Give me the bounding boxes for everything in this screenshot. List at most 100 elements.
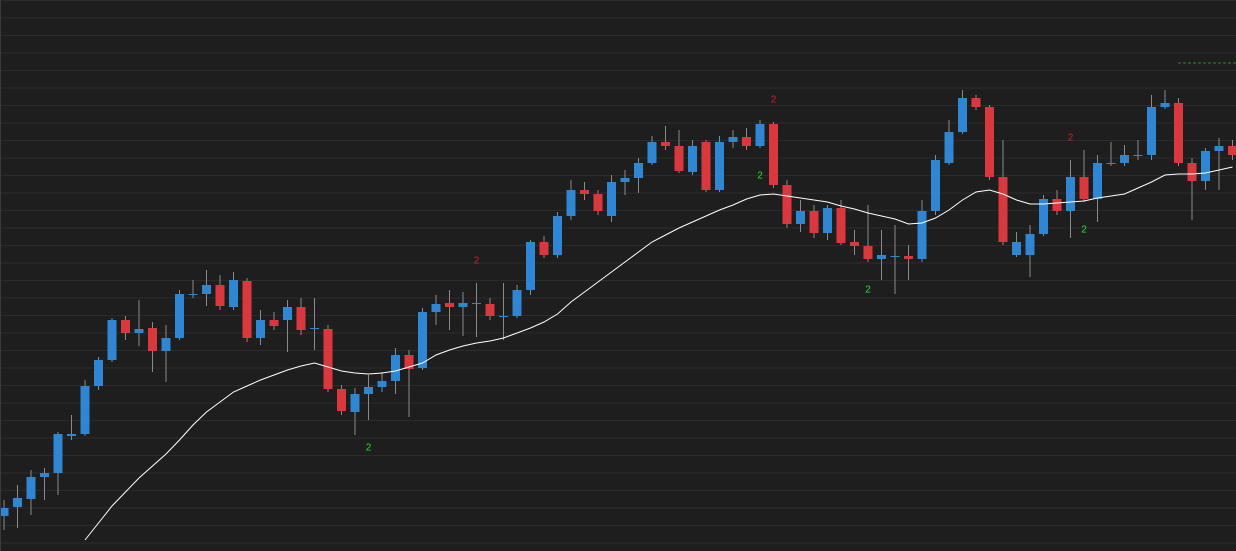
candle-body <box>485 304 495 316</box>
candle-body <box>310 328 319 329</box>
candle-body <box>877 255 886 259</box>
candle-body <box>175 294 184 338</box>
candle-body <box>580 190 589 194</box>
signal-label: 2 <box>771 95 777 106</box>
candle-body <box>620 178 630 182</box>
candle-body <box>1106 163 1116 164</box>
candle-body <box>728 137 738 142</box>
candle-body <box>593 194 603 211</box>
candle-body <box>904 256 913 259</box>
candle-body <box>242 281 252 338</box>
candle-body <box>391 355 400 381</box>
candle-body <box>134 329 144 333</box>
candle-body <box>769 124 778 185</box>
candle-body <box>53 434 63 473</box>
candle-body <box>1012 242 1021 255</box>
candle-body <box>404 355 414 369</box>
candle-body <box>1228 146 1236 155</box>
candle-body <box>121 320 130 333</box>
candle-body <box>13 498 22 507</box>
candle-body <box>40 473 49 477</box>
candle-body <box>283 307 292 320</box>
signal-label: 2 <box>1081 225 1087 236</box>
candle-body <box>836 208 846 243</box>
candle-body <box>1133 155 1143 156</box>
candle-body <box>809 211 819 233</box>
candle-body <box>1201 151 1210 181</box>
candle-body <box>202 285 211 294</box>
candle-body <box>1187 163 1197 181</box>
candle-body <box>1 508 9 516</box>
candle-body <box>998 177 1008 242</box>
candle-body <box>215 285 225 306</box>
candle-body <box>148 328 157 351</box>
candle-body <box>364 387 373 394</box>
candle-body <box>94 360 103 386</box>
candle-body <box>688 146 697 172</box>
candle-body <box>1214 146 1224 151</box>
candle-body <box>229 280 238 307</box>
candle-body <box>890 256 900 257</box>
candle-body <box>1039 199 1048 234</box>
signal-label: 2 <box>1068 133 1074 144</box>
candle-body <box>526 242 535 290</box>
signal-label: 2 <box>757 171 763 182</box>
candle-body <box>553 216 562 255</box>
signal-label: 2 <box>865 285 871 296</box>
candle-body <box>269 320 279 326</box>
candle-body <box>26 477 36 499</box>
candle-body <box>323 329 333 389</box>
candle-body <box>985 107 994 177</box>
candle-body <box>1160 103 1170 107</box>
candle-body <box>1120 155 1129 163</box>
candle-body <box>647 142 657 163</box>
candle-body <box>350 394 360 412</box>
candle-body <box>958 98 967 132</box>
candle-body <box>823 208 832 233</box>
candle-body <box>499 316 508 317</box>
candle-body <box>1079 177 1089 199</box>
candle-body <box>742 137 751 146</box>
candle-body <box>701 142 711 190</box>
signal-label: 2 <box>474 256 480 267</box>
candle-body <box>917 211 927 259</box>
candle-body <box>472 303 481 304</box>
candle-body <box>1052 199 1062 211</box>
candle-body <box>80 386 90 434</box>
candle-body <box>782 185 792 224</box>
candle-body <box>796 211 805 224</box>
candle-body <box>337 389 346 411</box>
candle-body <box>661 142 670 146</box>
candle-body <box>1174 103 1183 163</box>
candle-body <box>431 304 441 312</box>
candle-body <box>1025 234 1035 255</box>
candle-body <box>458 303 468 307</box>
moving-average-line <box>84 166 1233 541</box>
candle-body <box>377 381 387 387</box>
candle-body <box>512 290 522 316</box>
candle-body <box>296 307 306 330</box>
candle-body <box>418 312 427 368</box>
candle-body <box>634 163 643 178</box>
candle-body <box>67 434 76 436</box>
candle-body <box>931 160 940 211</box>
candle-body <box>715 142 724 190</box>
candle-body <box>539 242 549 255</box>
signal-label: 2 <box>366 443 372 454</box>
candle-body <box>1066 177 1075 211</box>
candle-body <box>256 320 265 338</box>
candle-body <box>566 190 576 216</box>
candle-body <box>1147 107 1156 155</box>
candle-body <box>107 320 117 360</box>
candle-body <box>850 242 859 246</box>
candle-body <box>1093 163 1102 199</box>
candle-body <box>863 246 873 259</box>
candle-body <box>971 98 981 107</box>
candle-body <box>188 294 198 295</box>
candle-body <box>674 146 684 171</box>
candle-body <box>161 338 171 351</box>
candle-body <box>755 124 765 146</box>
candle-body <box>607 182 616 216</box>
